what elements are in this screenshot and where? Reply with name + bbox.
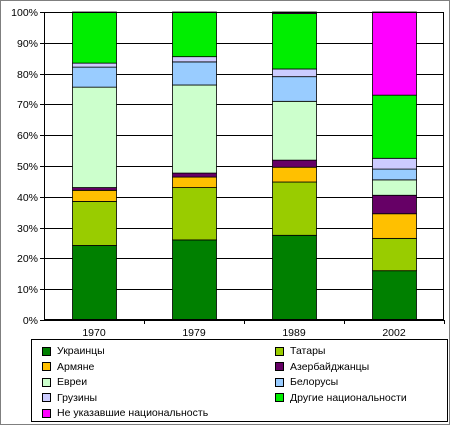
legend-label: Грузины <box>57 391 98 404</box>
bar-segment <box>72 189 117 202</box>
bar-segment <box>372 270 417 321</box>
bar-segment <box>172 239 217 321</box>
legend-item: Татары <box>275 344 325 358</box>
bar-segment <box>372 194 417 215</box>
y-tick-label: 10% <box>17 284 38 296</box>
legend-swatch <box>275 346 284 356</box>
legend-swatch <box>42 346 51 356</box>
bar-segment <box>272 68 317 78</box>
legend-label: Азербайджанцы <box>290 360 370 373</box>
legend-label: Не указавшие национальность <box>57 407 209 419</box>
legend: Украинцы Татары Армяне Азербайджанцы Евреи Бе… <box>31 339 448 422</box>
legend-item: Другие национальности <box>275 391 407 405</box>
legend-label: Татары <box>290 345 326 357</box>
legend-item: Грузины <box>42 391 97 405</box>
y-tick-label: 0% <box>23 315 38 327</box>
bar-segment <box>72 66 117 88</box>
y-tick-label: 30% <box>17 223 38 235</box>
plot-border <box>44 12 444 320</box>
legend-label: Армяне <box>57 360 95 373</box>
legend-swatch <box>275 393 284 402</box>
x-tick-label: 1970 <box>82 327 106 339</box>
bar-segment <box>72 62 117 68</box>
bar-segment <box>372 168 417 181</box>
bar-segment <box>72 86 117 188</box>
legend-label: Евреи <box>57 376 88 388</box>
bar-segment <box>72 11 117 64</box>
legend-item: Не указавшие национальность <box>42 406 208 420</box>
bar-segment <box>272 100 317 161</box>
bar-segment <box>72 201 117 246</box>
bar-segment <box>272 234 317 321</box>
bar-segment <box>372 179 417 196</box>
y-tick-label: 70% <box>17 99 38 111</box>
x-tick-label: 2002 <box>382 327 406 339</box>
bar-segment <box>172 61 217 86</box>
legend-item: Евреи <box>42 375 87 389</box>
bar-segment <box>372 213 417 239</box>
bar-segment <box>172 172 217 178</box>
legend-label: Другие национальности <box>290 391 407 404</box>
y-tick-label: 100% <box>11 7 38 19</box>
legend-item: Армяне <box>42 360 94 374</box>
bar-segment <box>172 84 217 174</box>
legend-label: Украинцы <box>57 345 105 357</box>
x-tick-label: 1979 <box>182 327 206 339</box>
bar-segment <box>372 11 417 96</box>
legend-swatch <box>275 362 284 371</box>
legend-swatch <box>42 408 51 418</box>
bar-segment <box>372 157 417 170</box>
x-tick-label: 1989 <box>282 327 306 339</box>
bar-segment <box>372 237 417 272</box>
legend-item: Белорусы <box>275 375 338 389</box>
legend-swatch <box>275 377 284 387</box>
bar-segment <box>72 187 117 191</box>
legend-item: Азербайджанцы <box>275 360 369 374</box>
legend-swatch <box>42 362 51 371</box>
bar-segment <box>172 176 217 188</box>
bar-segment <box>172 11 217 58</box>
bar-segment <box>372 94 417 159</box>
bar-segment <box>272 159 317 168</box>
y-tick-label: 20% <box>17 253 38 265</box>
bar-segment <box>272 76 317 102</box>
legend-item: Украинцы <box>42 344 105 358</box>
bar-segment <box>72 245 117 321</box>
y-tick-label: 80% <box>17 69 38 81</box>
legend-label: Белорусы <box>290 376 339 388</box>
bar-segment <box>272 181 317 236</box>
y-tick-label: 50% <box>17 161 38 173</box>
bar-segment <box>172 56 217 63</box>
legend-swatch <box>42 377 51 387</box>
bar-segment <box>272 166 317 183</box>
legend-swatch <box>42 393 51 402</box>
y-tick-label: 90% <box>17 38 38 50</box>
bar-segment <box>172 187 217 241</box>
y-tick-label: 40% <box>17 192 38 204</box>
bar-segment <box>272 13 317 70</box>
y-tick-label: 60% <box>17 130 38 142</box>
